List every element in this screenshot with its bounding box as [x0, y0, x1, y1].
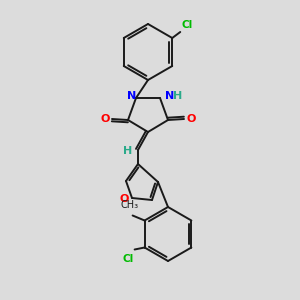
Text: CH₃: CH₃	[121, 200, 139, 211]
Text: O: O	[100, 114, 110, 124]
Text: H: H	[173, 91, 182, 101]
Text: O: O	[119, 194, 129, 204]
Text: O: O	[186, 114, 196, 124]
Text: Cl: Cl	[181, 20, 193, 30]
Text: Cl: Cl	[123, 254, 134, 263]
Text: N: N	[165, 91, 174, 101]
Text: H: H	[123, 146, 133, 156]
Text: N: N	[128, 91, 136, 101]
